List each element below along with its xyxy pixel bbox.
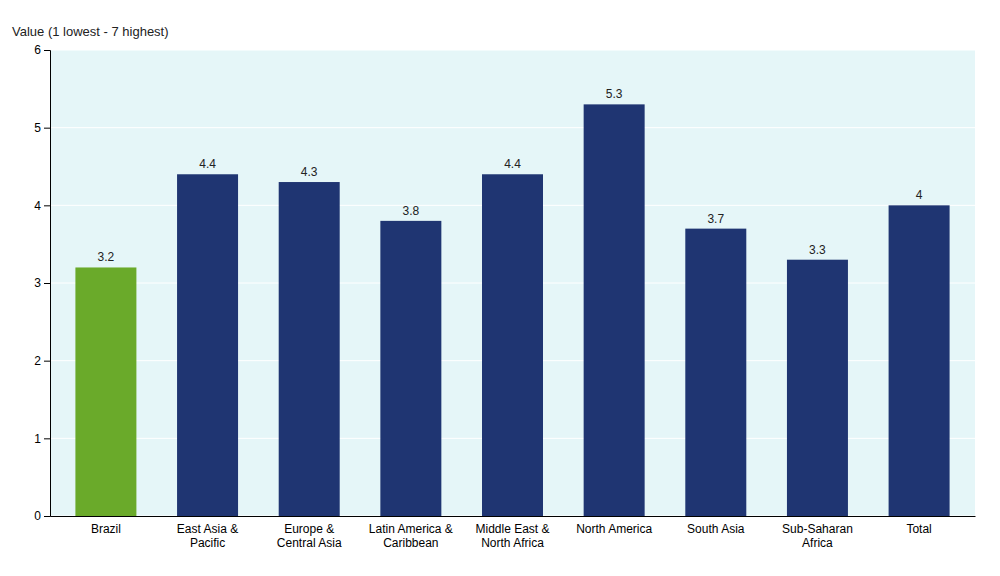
tick-label: East Asia &Pacific — [177, 522, 238, 550]
tick: 2 — [34, 354, 50, 368]
tick-mark — [44, 128, 50, 129]
tick: 6 — [34, 43, 50, 57]
tick-label-line: Latin America & — [369, 522, 453, 536]
tick-label-line: Africa — [802, 536, 833, 550]
tick-mark — [44, 283, 50, 284]
bar — [889, 205, 950, 516]
tick-label-line: North Africa — [481, 536, 544, 550]
bar — [584, 104, 645, 516]
bar — [279, 182, 340, 516]
tick-label: 6 — [34, 43, 41, 57]
tick-mark — [44, 438, 50, 439]
tick-label: South Asia — [687, 522, 745, 536]
x-axis: Brazil East Asia &Pacific Europe &Central … — [51, 517, 976, 550]
tick-label-line: Central Asia — [277, 536, 342, 550]
tick-label-line: Europe & — [284, 522, 334, 536]
tick: Sub-SaharanAfrica — [782, 522, 853, 550]
tick-label-line: North America — [576, 522, 652, 536]
tick-mark — [44, 361, 50, 362]
tick: South Asia — [687, 522, 745, 536]
data-label: 4.4 — [199, 157, 216, 171]
tick-label: Total — [906, 522, 931, 536]
tick-mark — [44, 516, 50, 517]
data-label: 4.4 — [504, 157, 521, 171]
tick-label: 1 — [34, 432, 41, 446]
axis-line — [51, 516, 976, 517]
plot: 3.2 4.4 4.3 3.8 4.4 5.3 3.7 3.3 4 0 1 2 3 4 5 6 Brazil Ea… — [34, 43, 975, 550]
data-label: 3.2 — [98, 250, 115, 264]
tick-label: Europe &Central Asia — [277, 522, 342, 550]
tick-label-line: South Asia — [687, 522, 745, 536]
tick-label: Brazil — [91, 522, 121, 536]
tick-mark — [44, 50, 50, 51]
tick-label: 5 — [34, 121, 41, 135]
bar — [482, 174, 543, 516]
tick: 5 — [34, 121, 50, 135]
tick: Europe &Central Asia — [277, 522, 342, 550]
tick: 0 — [34, 509, 50, 523]
bar — [380, 221, 441, 516]
bar — [787, 260, 848, 516]
tick-label: 4 — [34, 199, 41, 213]
tick: 4 — [34, 199, 50, 213]
data-label: 4 — [916, 188, 923, 202]
tick: Latin America &Caribbean — [369, 522, 453, 550]
data-label: 3.7 — [707, 212, 724, 226]
tick-label: 2 — [34, 354, 41, 368]
data-labels: 3.2 4.4 4.3 3.8 4.4 5.3 3.7 3.3 4 — [98, 87, 923, 264]
tick: 1 — [34, 432, 50, 446]
tick-label-line: Sub-Saharan — [782, 522, 853, 536]
tick-label-line: East Asia & — [177, 522, 238, 536]
tick-label-line: Total — [906, 522, 931, 536]
tick-mark — [44, 205, 50, 206]
tick: Middle East &North Africa — [475, 522, 549, 550]
bars — [75, 104, 949, 516]
chart: 3.2 4.4 4.3 3.8 4.4 5.3 3.7 3.3 4 0 1 2 3 4 5 6 Brazil Ea… — [0, 0, 1000, 576]
data-label: 3.3 — [809, 243, 826, 257]
tick-label-line: Pacific — [190, 536, 225, 550]
grid — [50, 50, 975, 516]
tick: 3 — [34, 276, 50, 290]
data-label: 5.3 — [606, 87, 623, 101]
tick-label: 3 — [34, 276, 41, 290]
tick-label-line: Caribbean — [383, 536, 438, 550]
bar — [75, 267, 136, 516]
tick-label: North America — [576, 522, 652, 536]
tick-label-line: Middle East & — [475, 522, 549, 536]
data-label: 4.3 — [301, 165, 318, 179]
grid-line — [50, 127, 975, 128]
axis-line — [44, 51, 51, 517]
plot-background — [50, 50, 975, 516]
tick: East Asia &Pacific — [177, 522, 238, 550]
tick: North America — [576, 522, 652, 536]
data-label: 3.8 — [403, 204, 420, 218]
tick-label-line: Brazil — [91, 522, 121, 536]
tick-label: 0 — [34, 509, 41, 523]
bar — [177, 174, 238, 516]
y-axis: 0 1 2 3 4 5 6 — [34, 43, 50, 523]
y-axis-label: Value (1 lowest - 7 highest) — [12, 24, 169, 39]
grid-line — [50, 50, 975, 51]
tick: Total — [906, 522, 931, 536]
tick-label: Sub-SaharanAfrica — [782, 522, 853, 550]
tick-label: Middle East &North Africa — [475, 522, 549, 550]
bar — [685, 229, 746, 516]
tick-label: Latin America &Caribbean — [369, 522, 453, 550]
tick: Brazil — [91, 522, 121, 536]
